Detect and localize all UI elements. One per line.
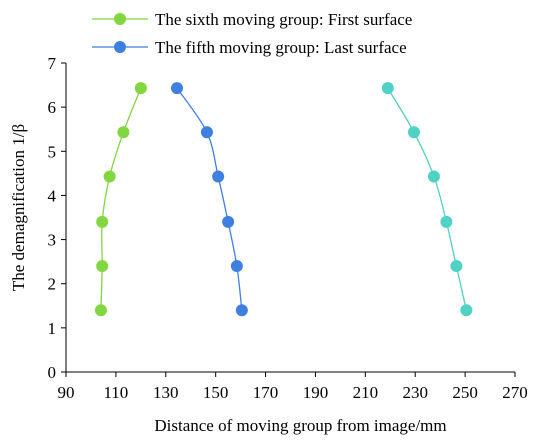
x-tick-label: 170 bbox=[253, 383, 279, 402]
data-point bbox=[440, 215, 453, 228]
x-tick-label: 150 bbox=[203, 383, 229, 402]
data-point bbox=[381, 82, 394, 95]
y-tick-label: 1 bbox=[48, 319, 57, 338]
legend-marker bbox=[114, 13, 126, 25]
y-tick-label: 6 bbox=[48, 98, 57, 117]
data-point bbox=[230, 260, 243, 273]
y-axis-label: The demagnification 1/β bbox=[9, 124, 28, 291]
x-tick-label: 210 bbox=[353, 383, 379, 402]
x-tick-label: 130 bbox=[153, 383, 179, 402]
series-line bbox=[176, 87, 243, 311]
x-tick-label: 230 bbox=[402, 383, 428, 402]
x-tick-label: 190 bbox=[303, 383, 329, 402]
x-axis-label: Distance of moving group from image/mm bbox=[154, 416, 446, 435]
y-tick-label: 7 bbox=[48, 54, 57, 73]
y-tick-label: 4 bbox=[48, 186, 57, 205]
data-point bbox=[235, 304, 248, 317]
data-point bbox=[96, 260, 109, 273]
data-point bbox=[134, 82, 147, 95]
data-point bbox=[200, 126, 213, 139]
data-point bbox=[96, 215, 109, 228]
data-point bbox=[212, 170, 225, 183]
legend: The sixth moving group: First surface The… bbox=[92, 10, 412, 57]
data-point bbox=[450, 260, 463, 273]
data-point bbox=[407, 126, 420, 139]
axes: 90 110 130 150 170 190 210 230 250 270 0 1 2 3 4 5 6 7 bbox=[48, 54, 528, 402]
legend-label: The fifth moving group: Last surface bbox=[155, 38, 407, 57]
legend-label: The sixth moving group: First surface bbox=[155, 10, 412, 29]
y-tick-label: 3 bbox=[48, 231, 57, 250]
series-layer bbox=[94, 82, 473, 317]
series-line bbox=[100, 87, 142, 311]
data-point bbox=[171, 82, 184, 95]
series-2 bbox=[171, 82, 248, 317]
series-3 bbox=[381, 82, 473, 317]
series-line bbox=[387, 87, 467, 311]
data-point bbox=[103, 170, 116, 183]
x-tick-label: 250 bbox=[452, 383, 478, 402]
data-point bbox=[427, 170, 440, 183]
x-tick-label: 110 bbox=[103, 383, 128, 402]
series-1 bbox=[94, 82, 147, 317]
data-point bbox=[222, 215, 235, 228]
data-point bbox=[460, 304, 473, 317]
legend-marker bbox=[114, 41, 126, 53]
y-tick-label: 5 bbox=[48, 142, 57, 161]
y-tick-label: 2 bbox=[48, 275, 57, 294]
data-point bbox=[94, 304, 107, 317]
y-tick-label: 0 bbox=[48, 363, 57, 382]
data-point bbox=[117, 126, 130, 139]
x-tick-label: 90 bbox=[58, 383, 75, 402]
x-tick-label: 270 bbox=[502, 383, 528, 402]
